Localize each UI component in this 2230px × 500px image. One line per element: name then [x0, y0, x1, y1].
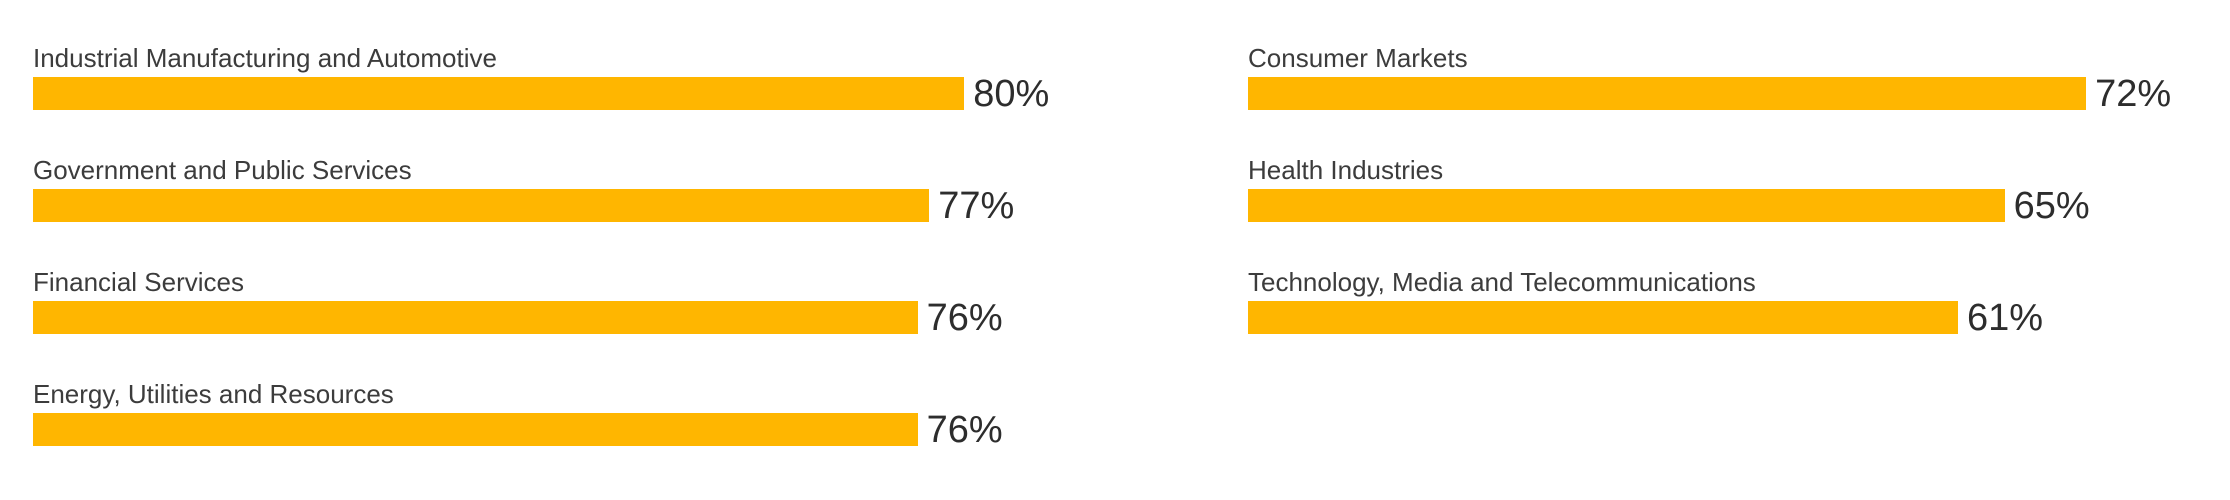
- bar: [33, 301, 918, 334]
- bar-track: 77%: [33, 184, 1248, 227]
- row-consumer-markets: Consumer Markets 72%: [1248, 42, 2230, 115]
- bar-value-label: 72%: [2095, 72, 2172, 115]
- bar-value-label: 80%: [973, 72, 1050, 115]
- bar: [1248, 301, 1959, 334]
- bar-track: 72%: [1248, 72, 2230, 115]
- row-industrial-manufacturing-and-automotive: Industrial Manufacturing and Automotive …: [33, 42, 1248, 115]
- bar-track: 80%: [33, 72, 1248, 115]
- bar: [33, 413, 918, 446]
- row-government-and-public-services: Government and Public Services 77%: [33, 154, 1248, 227]
- bar-track: 76%: [33, 408, 1248, 451]
- bar-label: Consumer Markets: [1248, 43, 1468, 73]
- bar-value-label: 76%: [926, 296, 1003, 339]
- bar-value-label: 61%: [1967, 296, 2044, 339]
- bar-track: 65%: [1248, 184, 2230, 227]
- bar-value-label: 65%: [2013, 184, 2090, 227]
- row-health-industries: Health Industries 65%: [1248, 154, 2230, 227]
- row-technology-media-and-telecommunications: Technology, Media and Telecommunications…: [1248, 266, 2230, 339]
- bar-label: Industrial Manufacturing and Automotive: [33, 43, 497, 73]
- bar-track: 76%: [33, 296, 1248, 339]
- chart-column-right: Consumer Markets 72% Health Industries 6…: [1248, 42, 2230, 378]
- bar-label: Technology, Media and Telecommunications: [1248, 267, 1756, 297]
- bar-value-label: 77%: [938, 184, 1015, 227]
- row-energy-utilities-and-resources: Energy, Utilities and Resources 76%: [33, 378, 1248, 451]
- bar-value-label: 76%: [926, 408, 1003, 451]
- bar: [33, 189, 930, 222]
- bar: [1248, 189, 2005, 222]
- bar-track: 61%: [1248, 296, 2230, 339]
- bar-label: Financial Services: [33, 267, 244, 297]
- bar: [33, 77, 965, 110]
- bar-label: Government and Public Services: [33, 155, 412, 185]
- bar-label: Energy, Utilities and Resources: [33, 379, 394, 409]
- chart-columns: Industrial Manufacturing and Automotive …: [33, 42, 2230, 490]
- row-financial-services: Financial Services 76%: [33, 266, 1248, 339]
- bar-label: Health Industries: [1248, 155, 1444, 185]
- bar: [1248, 77, 2087, 110]
- chart-column-left: Industrial Manufacturing and Automotive …: [33, 42, 1248, 490]
